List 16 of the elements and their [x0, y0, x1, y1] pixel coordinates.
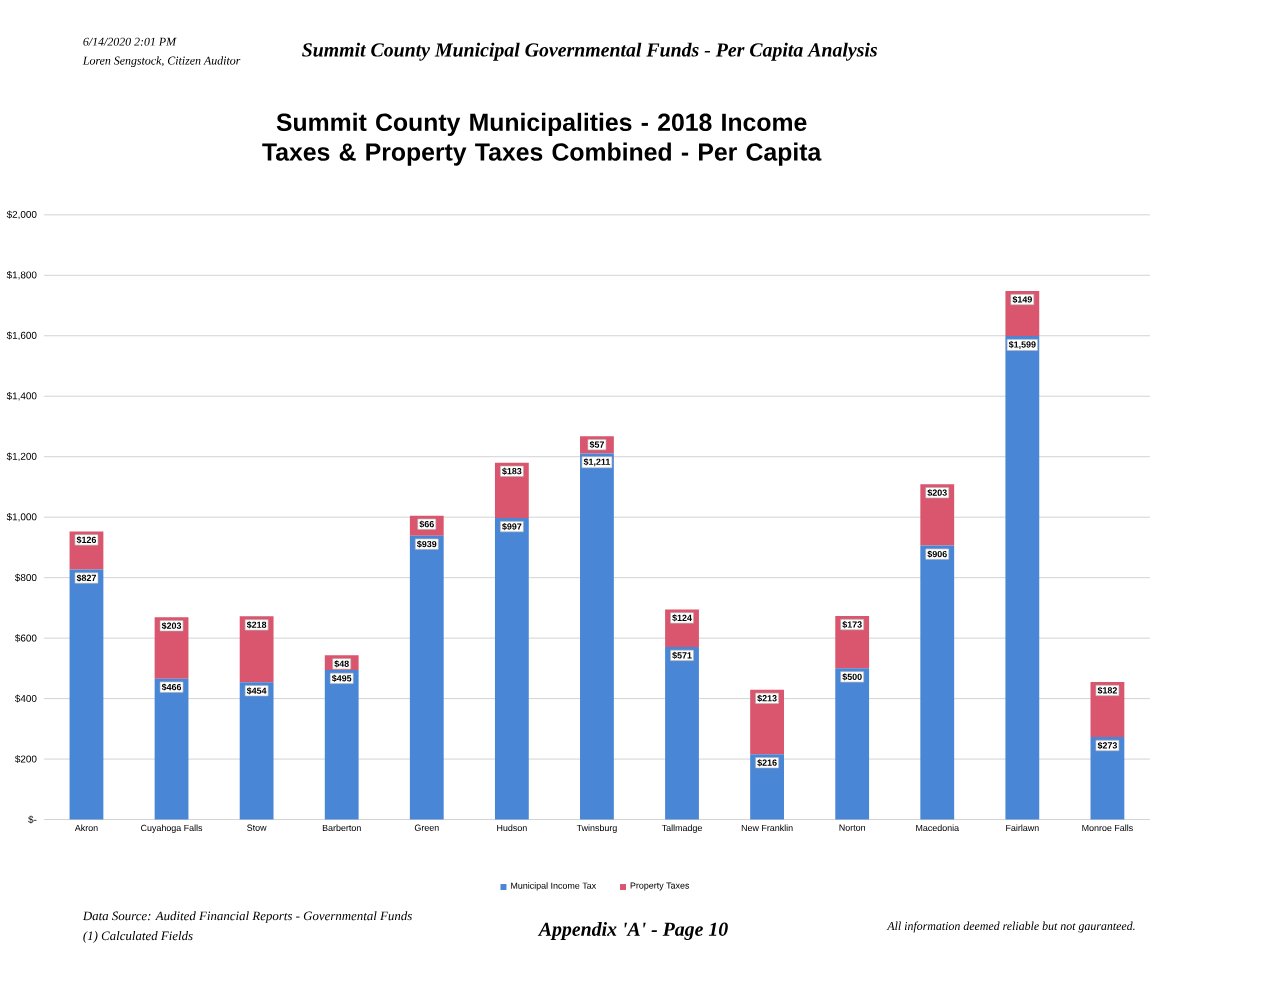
- bar: [835, 668, 870, 820]
- bar: [154, 678, 189, 820]
- chart-title: Summit County Municipalities - 2018 Income Taxes & Property Taxes Combined - Per Capita: [262, 112, 822, 166]
- bar: [69, 569, 104, 820]
- bar: [494, 517, 529, 820]
- bar: [1005, 335, 1040, 820]
- text: Appendix 'A' - Page 10: [537, 921, 728, 940]
- bar: [324, 669, 359, 820]
- bar: [580, 453, 614, 820]
- bar: [239, 681, 274, 820]
- bar: [920, 545, 955, 820]
- bar: [1090, 736, 1125, 820]
- text: Summit County Municipal Governmental Funds - Per Capita Analysis: [302, 42, 878, 61]
- bar: [665, 646, 699, 820]
- bar: [409, 535, 444, 820]
- bar: [750, 689, 785, 754]
